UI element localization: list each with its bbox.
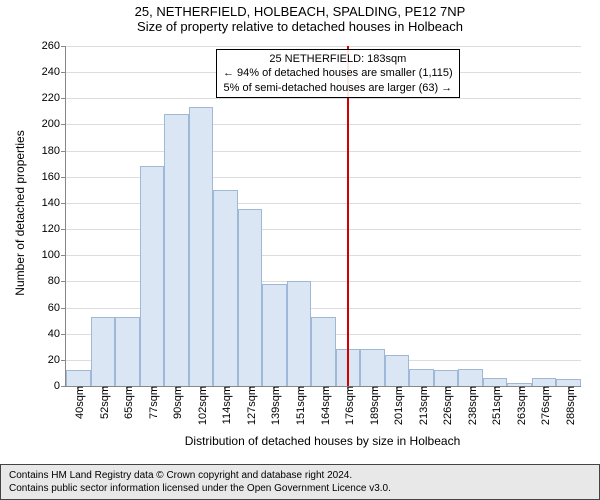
histogram-bar	[238, 209, 263, 386]
x-tick-label: 164sqm	[320, 386, 332, 425]
histogram-bar	[287, 281, 312, 386]
y-axis-title: Number of detached properties	[13, 113, 27, 313]
x-tick-label: 127sqm	[246, 386, 258, 425]
y-tick-label: 220	[42, 92, 60, 104]
x-tick-label: 213sqm	[418, 386, 430, 425]
y-tick-label: 0	[54, 380, 60, 392]
footer-line2: Contains public sector information licen…	[9, 482, 591, 495]
histogram-bar	[409, 369, 434, 386]
y-tick-label: 120	[42, 223, 60, 235]
histogram-bar	[140, 166, 165, 386]
histogram-bar	[115, 317, 140, 386]
histogram-bar	[458, 369, 483, 386]
histogram-bar	[434, 370, 459, 386]
footer-licence: Contains HM Land Registry data © Crown c…	[0, 464, 600, 500]
histogram-bar	[385, 355, 410, 386]
x-tick-label: 189sqm	[369, 386, 381, 425]
y-tick-label: 180	[42, 145, 60, 157]
y-tick-label: 40	[48, 328, 60, 340]
annotation-line: 5% of semi-detached houses are larger (6…	[223, 81, 453, 95]
histogram-bar	[66, 370, 91, 386]
gridline	[66, 151, 581, 152]
annotation-box: 25 NETHERFIELD: 183sqm← 94% of detached …	[216, 49, 460, 98]
histogram-bar	[532, 378, 557, 386]
x-tick-label: 65sqm	[123, 386, 135, 419]
x-tick-label: 226sqm	[442, 386, 454, 425]
histogram-bar	[91, 317, 116, 386]
y-tick-label: 60	[48, 302, 60, 314]
histogram-bar	[213, 190, 238, 386]
x-tick-label: 52sqm	[99, 386, 111, 419]
annotation-line: ← 94% of detached houses are smaller (1,…	[223, 66, 453, 80]
histogram-bar	[360, 349, 385, 386]
x-tick-label: 102sqm	[197, 386, 209, 425]
x-tick-label: 151sqm	[295, 386, 307, 425]
y-tick-label: 260	[42, 40, 60, 52]
x-tick-label: 263sqm	[516, 386, 528, 425]
x-tick-label: 176sqm	[344, 386, 356, 425]
x-tick-label: 139sqm	[270, 386, 282, 425]
x-tick-label: 288sqm	[565, 386, 577, 425]
histogram-bar	[189, 107, 214, 386]
y-tick-label: 240	[42, 66, 60, 78]
gridline	[66, 124, 581, 125]
footer-line1: Contains HM Land Registry data © Crown c…	[9, 469, 591, 482]
histogram-bar	[483, 378, 508, 386]
x-tick-label: 40sqm	[74, 386, 86, 419]
x-tick-label: 77sqm	[148, 386, 160, 419]
annotation-line: 25 NETHERFIELD: 183sqm	[223, 52, 453, 66]
x-tick-label: 90sqm	[172, 386, 184, 419]
gridline	[66, 98, 581, 99]
x-tick-label: 114sqm	[221, 386, 233, 424]
y-tick-label: 160	[42, 171, 60, 183]
x-tick-label: 201sqm	[393, 386, 405, 425]
y-tick-label: 80	[48, 275, 60, 287]
y-tick-label: 100	[42, 249, 60, 261]
gridline	[66, 46, 581, 47]
x-axis-title: Distribution of detached houses by size …	[65, 434, 580, 448]
x-tick-label: 251sqm	[491, 386, 503, 425]
y-tick-label: 20	[48, 354, 60, 366]
y-tick-label: 140	[42, 197, 60, 209]
histogram-bar	[262, 284, 287, 386]
x-tick-label: 238sqm	[467, 386, 479, 425]
histogram-bar	[311, 317, 336, 386]
page-title-address: 25, NETHERFIELD, HOLBEACH, SPALDING, PE1…	[0, 0, 600, 19]
y-tick-label: 200	[42, 118, 60, 130]
chart-container: { "header": { "line1": "25, NETHERFIELD,…	[0, 0, 600, 500]
page-subtitle: Size of property relative to detached ho…	[0, 19, 600, 34]
histogram-plot: 02040608010012014016018020022024026040sq…	[65, 46, 581, 387]
histogram-bar	[164, 114, 189, 386]
x-tick-label: 276sqm	[540, 386, 552, 425]
